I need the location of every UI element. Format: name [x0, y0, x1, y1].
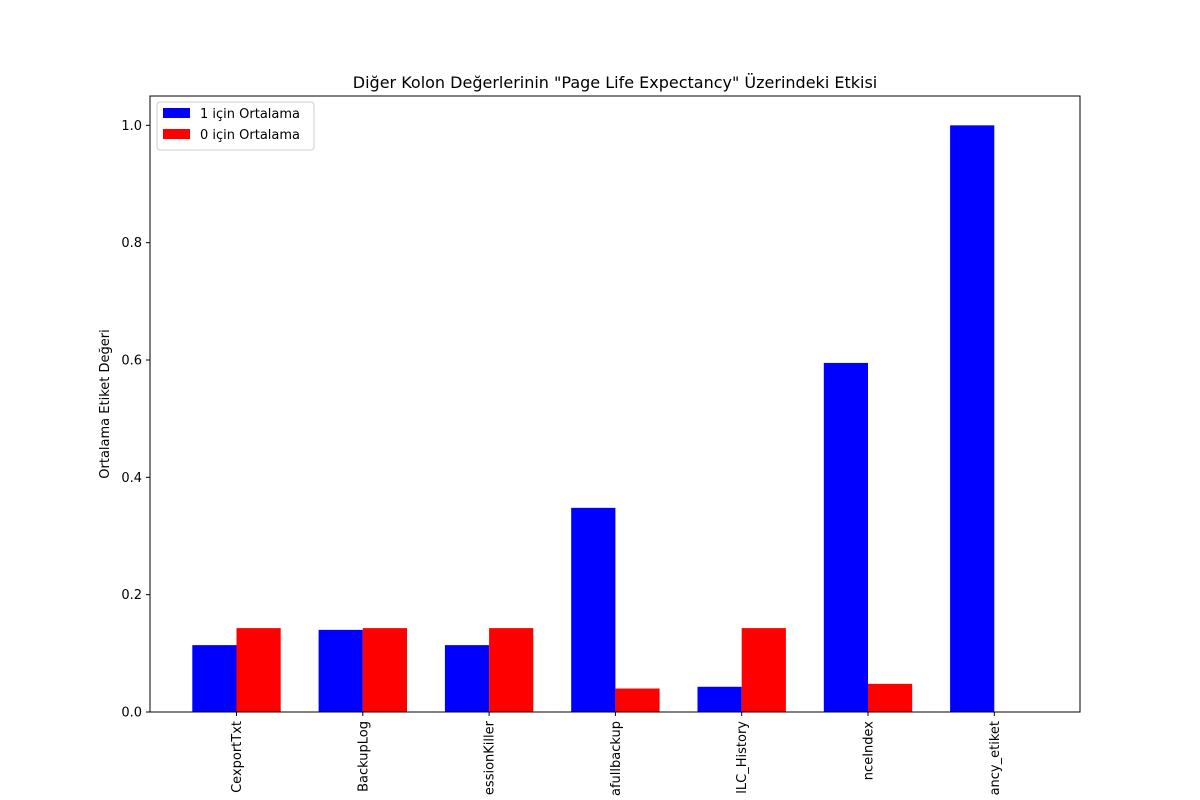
bar-series1-2 [444, 645, 490, 712]
bar-series0-5 [868, 683, 913, 712]
y-tick-label: 1.0 [121, 119, 142, 134]
x-tick-label: nceIndex [862, 721, 877, 780]
x-tick-label: afullbackup [609, 721, 624, 796]
bar-series1-6 [950, 125, 995, 713]
x-tick-label: BackupLog [356, 721, 371, 792]
legend-swatch-0 [163, 108, 190, 118]
y-tick-label: 0.8 [121, 236, 142, 251]
legend-label-1: 0 için Ortalama [200, 128, 300, 143]
x-axis: CexportTxt BackupLog essionKiller afullback… [230, 712, 1003, 796]
legend: 1 için Ortalama 0 için Ortalama [156, 101, 315, 151]
y-tick-label: 0.0 [121, 706, 142, 721]
bar-series0-3 [615, 688, 660, 712]
y-axis: 0.0 0.2 0.4 0.6 0.8 1.0 [121, 119, 150, 721]
bar-series0-2 [489, 628, 534, 712]
bar-series1-5 [823, 362, 868, 712]
legend-box [156, 101, 315, 151]
bars-layer [192, 125, 995, 713]
y-tick-label: 0.6 [121, 354, 142, 369]
bar-series1-0 [192, 645, 237, 712]
bar-series0-1 [362, 628, 407, 712]
bar-series1-4 [697, 686, 742, 712]
legend-swatch-1 [163, 129, 190, 139]
x-tick-label: essionKiller [483, 720, 498, 795]
bar-series1-3 [571, 507, 616, 712]
x-tick-label: lLC_History [735, 721, 750, 794]
chart-title: Diğer Kolon Değerlerinin "Page Life Expe… [353, 73, 877, 92]
x-tick-label: ancy_etiket [988, 721, 1003, 795]
legend-label-0: 1 için Ortalama [200, 107, 300, 122]
bar-series0-0 [236, 628, 281, 712]
bar-series0-4 [741, 628, 786, 712]
x-tick-label: CexportTxt [230, 721, 245, 793]
y-tick-label: 0.4 [121, 471, 142, 486]
y-axis-label: Ortalama Etiket Değeri [98, 329, 113, 478]
bar-series1-1 [318, 629, 363, 712]
y-tick-label: 0.2 [121, 588, 142, 603]
